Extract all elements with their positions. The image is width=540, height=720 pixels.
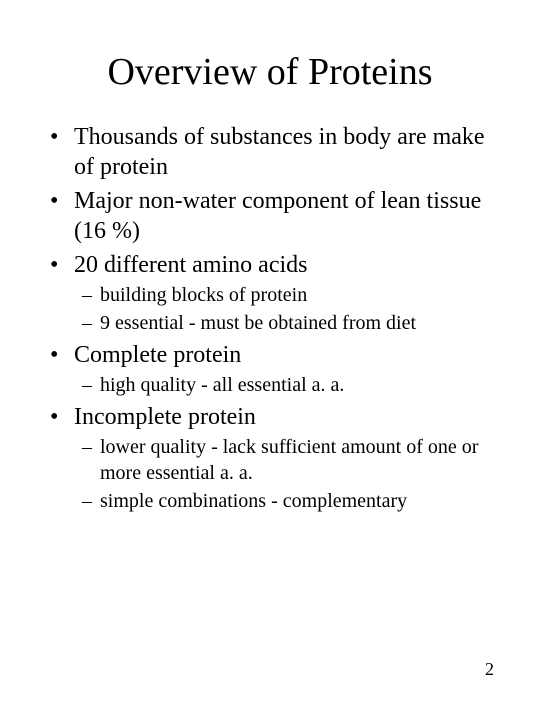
bullet-text: Major non-water component of lean tissue… [74, 188, 481, 244]
bullet-item: Major non-water component of lean tissue… [50, 186, 510, 246]
bullet-item: Thousands of substances in body are make… [50, 122, 510, 182]
sub-bullet-list: building blocks of protein 9 essential -… [74, 282, 510, 336]
sub-bullet-item: high quality - all essential a. a. [82, 372, 510, 398]
sub-bullet-list: lower quality - lack sufficient amount o… [74, 434, 510, 514]
sub-bullet-item: simple combinations - complementary [82, 488, 510, 514]
bullet-item: Complete protein high quality - all esse… [50, 340, 510, 398]
page-number: 2 [485, 659, 494, 680]
sub-bullet-item: lower quality - lack sufficient amount o… [82, 434, 510, 486]
slide-title: Overview of Proteins [30, 50, 510, 94]
sub-bullet-item: building blocks of protein [82, 282, 510, 308]
bullet-item: Incomplete protein lower quality - lack … [50, 402, 510, 514]
bullet-item: 20 different amino acids building blocks… [50, 250, 510, 336]
bullet-text: Complete protein [74, 342, 241, 368]
bullet-text: 20 different amino acids [74, 252, 307, 278]
bullet-text: Incomplete protein [74, 404, 256, 430]
bullet-list: Thousands of substances in body are make… [30, 122, 510, 514]
sub-bullet-item: 9 essential - must be obtained from diet [82, 310, 510, 336]
sub-bullet-list: high quality - all essential a. a. [74, 372, 510, 398]
bullet-text: Thousands of substances in body are make… [74, 124, 485, 180]
